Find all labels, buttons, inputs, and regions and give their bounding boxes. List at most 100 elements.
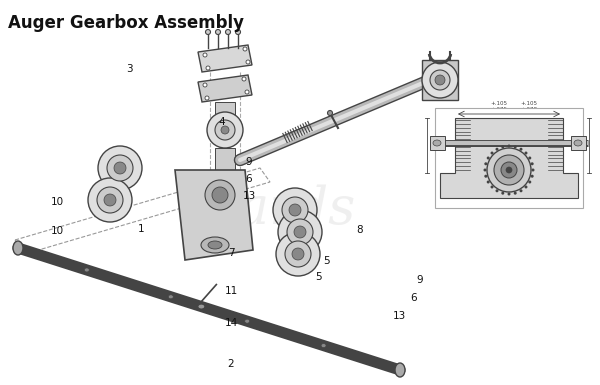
Text: 10: 10 [50,197,64,207]
Ellipse shape [273,188,317,232]
Ellipse shape [487,181,490,184]
Ellipse shape [520,189,523,192]
Text: 13: 13 [392,311,406,321]
Text: 2: 2 [227,359,235,369]
Ellipse shape [207,112,243,148]
Bar [430,136,445,150]
Ellipse shape [245,319,250,323]
Ellipse shape [98,146,142,190]
Ellipse shape [287,219,313,245]
Ellipse shape [168,295,173,299]
Text: 9: 9 [416,275,424,285]
Text: 10: 10 [50,226,64,236]
Text: 5: 5 [323,256,331,266]
Ellipse shape [501,145,504,148]
Polygon shape [175,170,253,260]
Polygon shape [198,45,252,72]
Ellipse shape [496,148,499,151]
Ellipse shape [484,162,487,165]
Ellipse shape [524,186,527,189]
Ellipse shape [212,187,228,203]
Text: 5: 5 [314,272,322,282]
Ellipse shape [107,155,133,181]
Text: 9: 9 [245,157,253,167]
Bar [215,102,235,130]
Ellipse shape [506,167,512,173]
Ellipse shape [501,192,504,195]
Ellipse shape [205,96,209,100]
Text: gards: gards [205,184,356,236]
Ellipse shape [282,197,308,223]
Ellipse shape [435,75,445,85]
Bar [571,136,586,150]
Ellipse shape [243,47,247,51]
Ellipse shape [205,180,235,210]
Ellipse shape [430,70,450,90]
Text: 3: 3 [125,64,133,74]
Ellipse shape [285,241,311,267]
Ellipse shape [574,140,582,146]
Text: Auger Gearbox Assembly: Auger Gearbox Assembly [8,14,244,32]
Text: 7: 7 [227,248,235,258]
Ellipse shape [328,110,332,116]
Text: 6: 6 [245,174,253,184]
Ellipse shape [530,162,533,165]
Text: 4: 4 [218,117,226,127]
Text: 14: 14 [224,318,238,328]
Ellipse shape [84,268,89,272]
Ellipse shape [487,156,490,159]
Ellipse shape [246,60,250,64]
Ellipse shape [13,241,23,255]
Ellipse shape [528,156,531,159]
Ellipse shape [433,140,441,146]
Ellipse shape [292,248,304,260]
Ellipse shape [501,162,517,178]
Ellipse shape [395,363,405,377]
Ellipse shape [114,162,126,174]
Text: +.105
+.078: +.105 +.078 [521,101,538,112]
Ellipse shape [532,169,535,171]
Ellipse shape [530,175,533,178]
Bar [215,148,235,170]
Ellipse shape [276,232,320,276]
Ellipse shape [524,152,527,154]
Ellipse shape [508,144,511,147]
Bar [435,108,583,208]
Ellipse shape [226,30,230,35]
Ellipse shape [235,30,241,35]
Ellipse shape [487,148,531,192]
Ellipse shape [484,169,487,171]
Ellipse shape [294,226,306,238]
Ellipse shape [203,83,207,87]
Text: 1: 1 [137,224,145,234]
Ellipse shape [201,237,229,253]
Ellipse shape [494,155,524,185]
Ellipse shape [208,241,222,249]
Ellipse shape [205,30,211,35]
Text: +.105
+.075: +.105 +.075 [491,101,508,112]
Polygon shape [440,118,578,198]
Ellipse shape [104,194,116,206]
Text: 8: 8 [356,225,364,235]
Ellipse shape [221,126,229,134]
Ellipse shape [198,304,205,309]
Ellipse shape [491,186,494,189]
Ellipse shape [520,148,523,151]
Ellipse shape [215,30,221,35]
Ellipse shape [203,53,207,57]
Ellipse shape [514,192,517,195]
Ellipse shape [278,210,322,254]
Ellipse shape [508,192,511,196]
Ellipse shape [484,175,487,178]
Ellipse shape [321,343,326,348]
Ellipse shape [496,189,499,192]
Ellipse shape [514,145,517,148]
Ellipse shape [491,152,494,154]
Ellipse shape [422,62,458,98]
Ellipse shape [245,90,249,94]
Ellipse shape [289,204,301,216]
Ellipse shape [206,66,210,70]
Ellipse shape [88,178,132,222]
Polygon shape [198,75,252,102]
Ellipse shape [528,181,531,184]
